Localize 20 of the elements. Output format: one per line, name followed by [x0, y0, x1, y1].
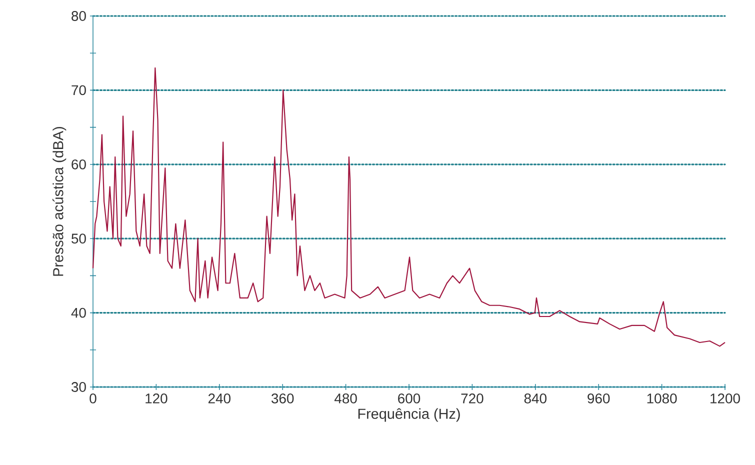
x-tick-label: 0	[90, 394, 96, 404]
line-series	[92, 67, 726, 347]
x-tick-label: 840	[524, 394, 546, 404]
x-tick-label: 600	[398, 394, 420, 404]
x-tick-label: 240	[208, 394, 230, 404]
y-tick-label: 60	[72, 159, 86, 170]
y-tick-label: 40	[71, 308, 86, 318]
x-tick-label: 480	[334, 394, 357, 404]
y-axis-title: Pressão acústica (dBA)	[52, 126, 66, 276]
x-tick-label: 720	[461, 394, 484, 404]
y-tick-label: 70	[72, 85, 86, 96]
x-axis-title: Frequência (Hz)	[358, 408, 460, 422]
x-tick-label: 1200	[710, 394, 740, 404]
y-tick-label: 50	[72, 234, 86, 244]
x-tick-label: 1080	[647, 394, 677, 404]
x-tick-label: 960	[588, 394, 610, 404]
x-tick-label: 360	[271, 394, 294, 404]
x-tick-label: 120	[146, 394, 168, 404]
y-tick-label: 80	[72, 11, 86, 21]
y-tick-label: 30	[71, 382, 86, 392]
